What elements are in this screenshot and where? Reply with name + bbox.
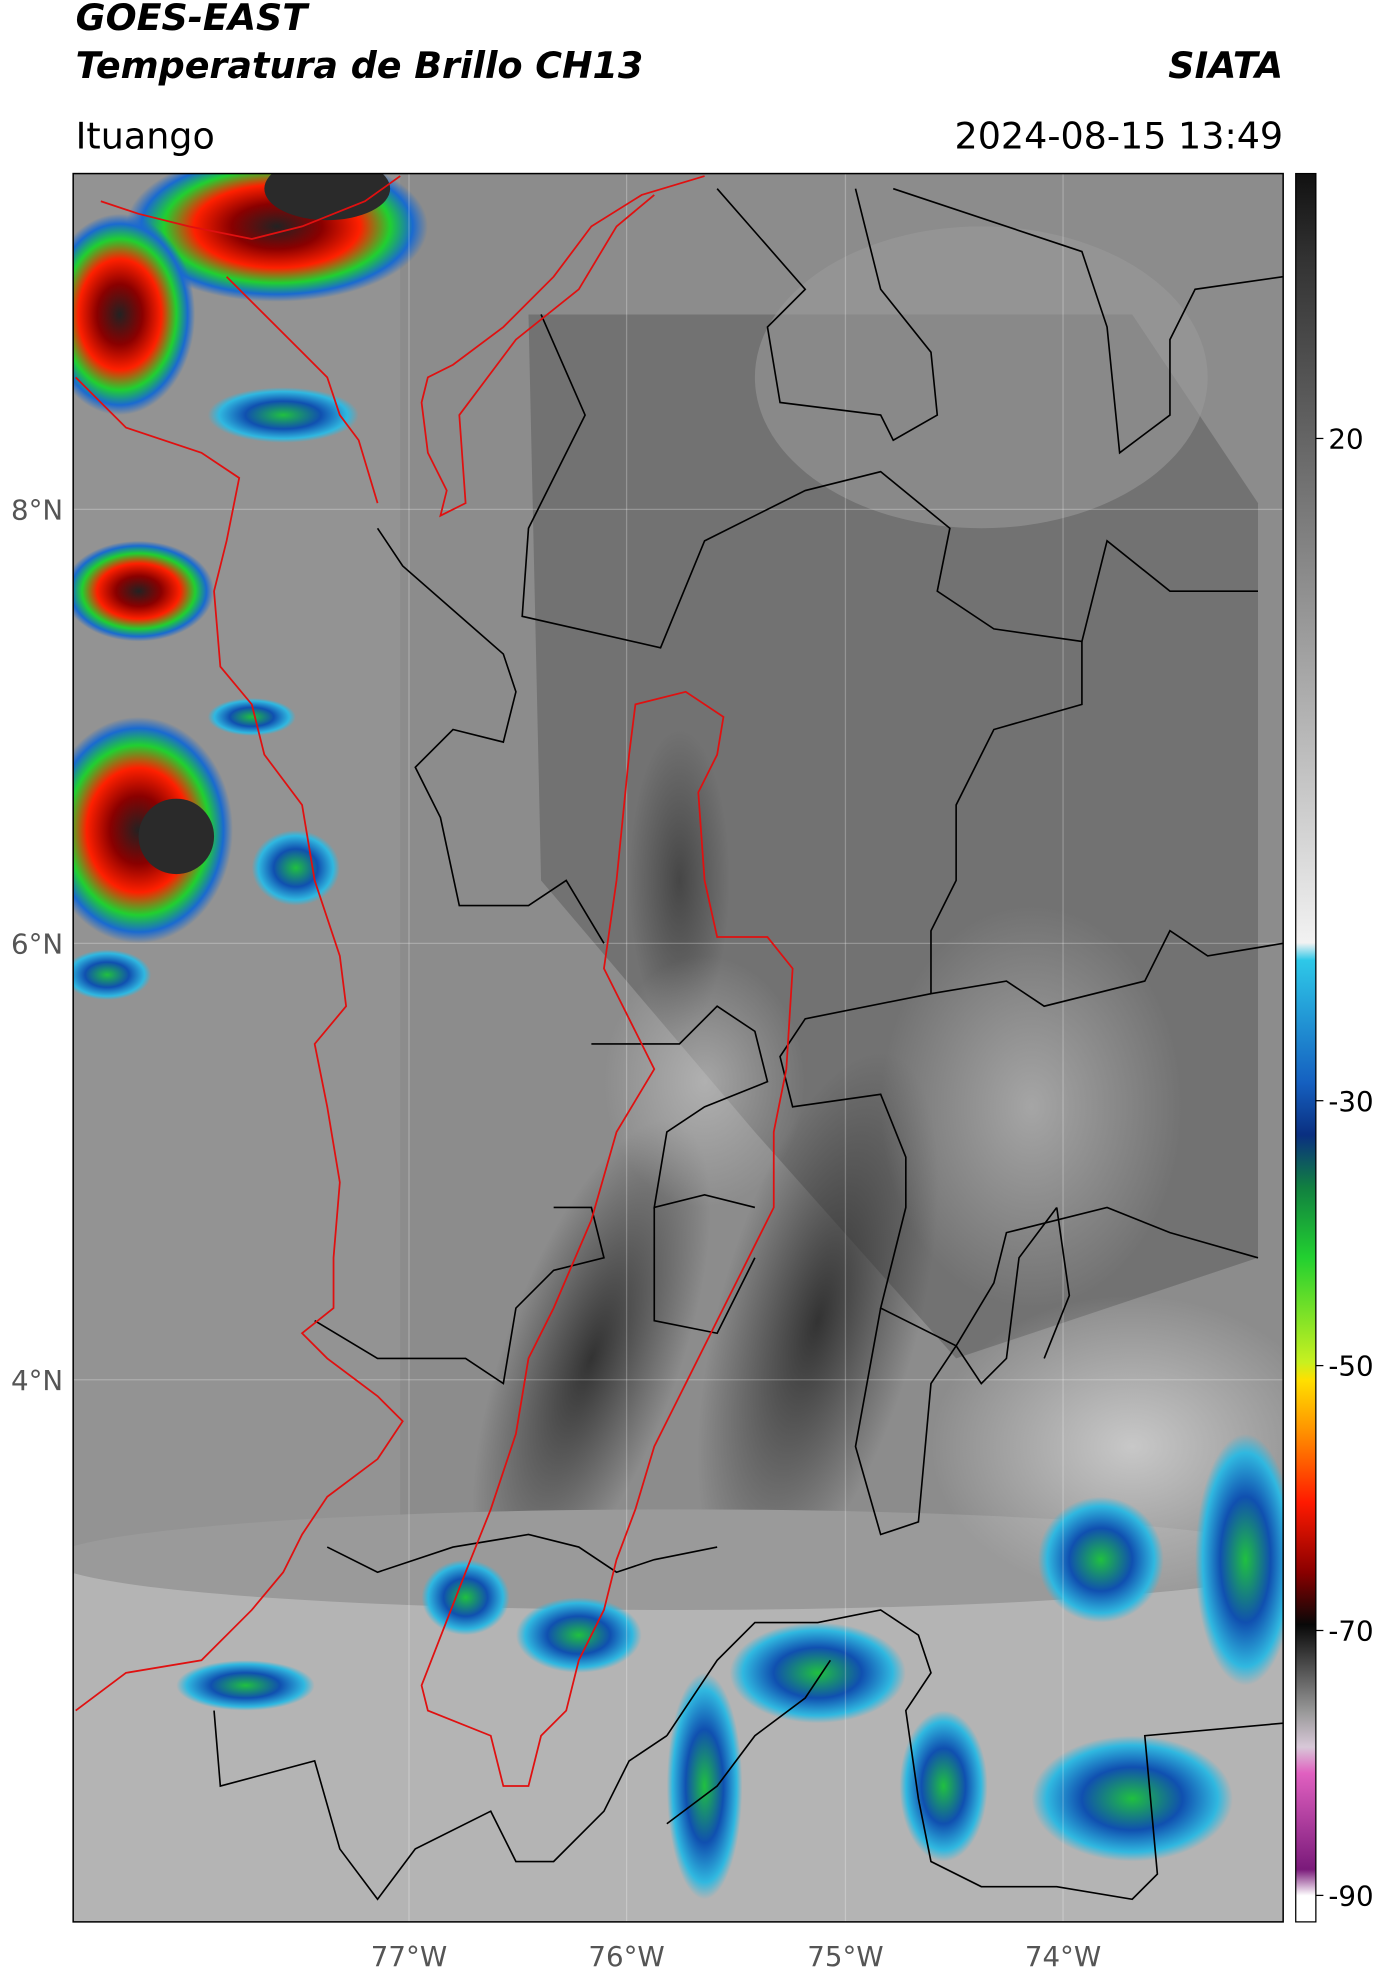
colorbar-tick-label: -70	[1328, 1615, 1373, 1648]
lat-labels: 8°N 6°N 4°N	[11, 493, 63, 1396]
lon-labels: 77°W 76°W 75°W 74°W	[371, 1940, 1101, 1973]
lon-label: 74°W	[1025, 1940, 1101, 1973]
colorbar-scale	[1295, 172, 1317, 1923]
title-line1: GOES-EAST	[76, 0, 311, 39]
datetime: 2024-08-15 13:49	[955, 114, 1284, 157]
colorbar: 20 -30 -50 -70 -90	[1295, 172, 1374, 1923]
colorbar-tick-label: -90	[1328, 1879, 1373, 1912]
lon-label: 75°W	[807, 1940, 883, 1973]
satellite-image	[73, 173, 1284, 1922]
colorbar-tick-label: -50	[1328, 1350, 1373, 1383]
colorbar-tick-label: 20	[1328, 423, 1363, 456]
colorbar-tick-label: -30	[1328, 1085, 1373, 1118]
location: Ituango	[76, 114, 215, 157]
lon-label: 76°W	[588, 1940, 664, 1973]
agency: SIATA	[1168, 44, 1283, 87]
title-line2: Temperatura de Brillo CH13	[76, 44, 644, 87]
lat-label: 4°N	[11, 1364, 63, 1397]
lat-label: 8°N	[11, 493, 63, 526]
map-frame	[72, 172, 1284, 1923]
lat-label: 6°N	[11, 927, 63, 960]
lon-label: 77°W	[371, 1940, 447, 1973]
